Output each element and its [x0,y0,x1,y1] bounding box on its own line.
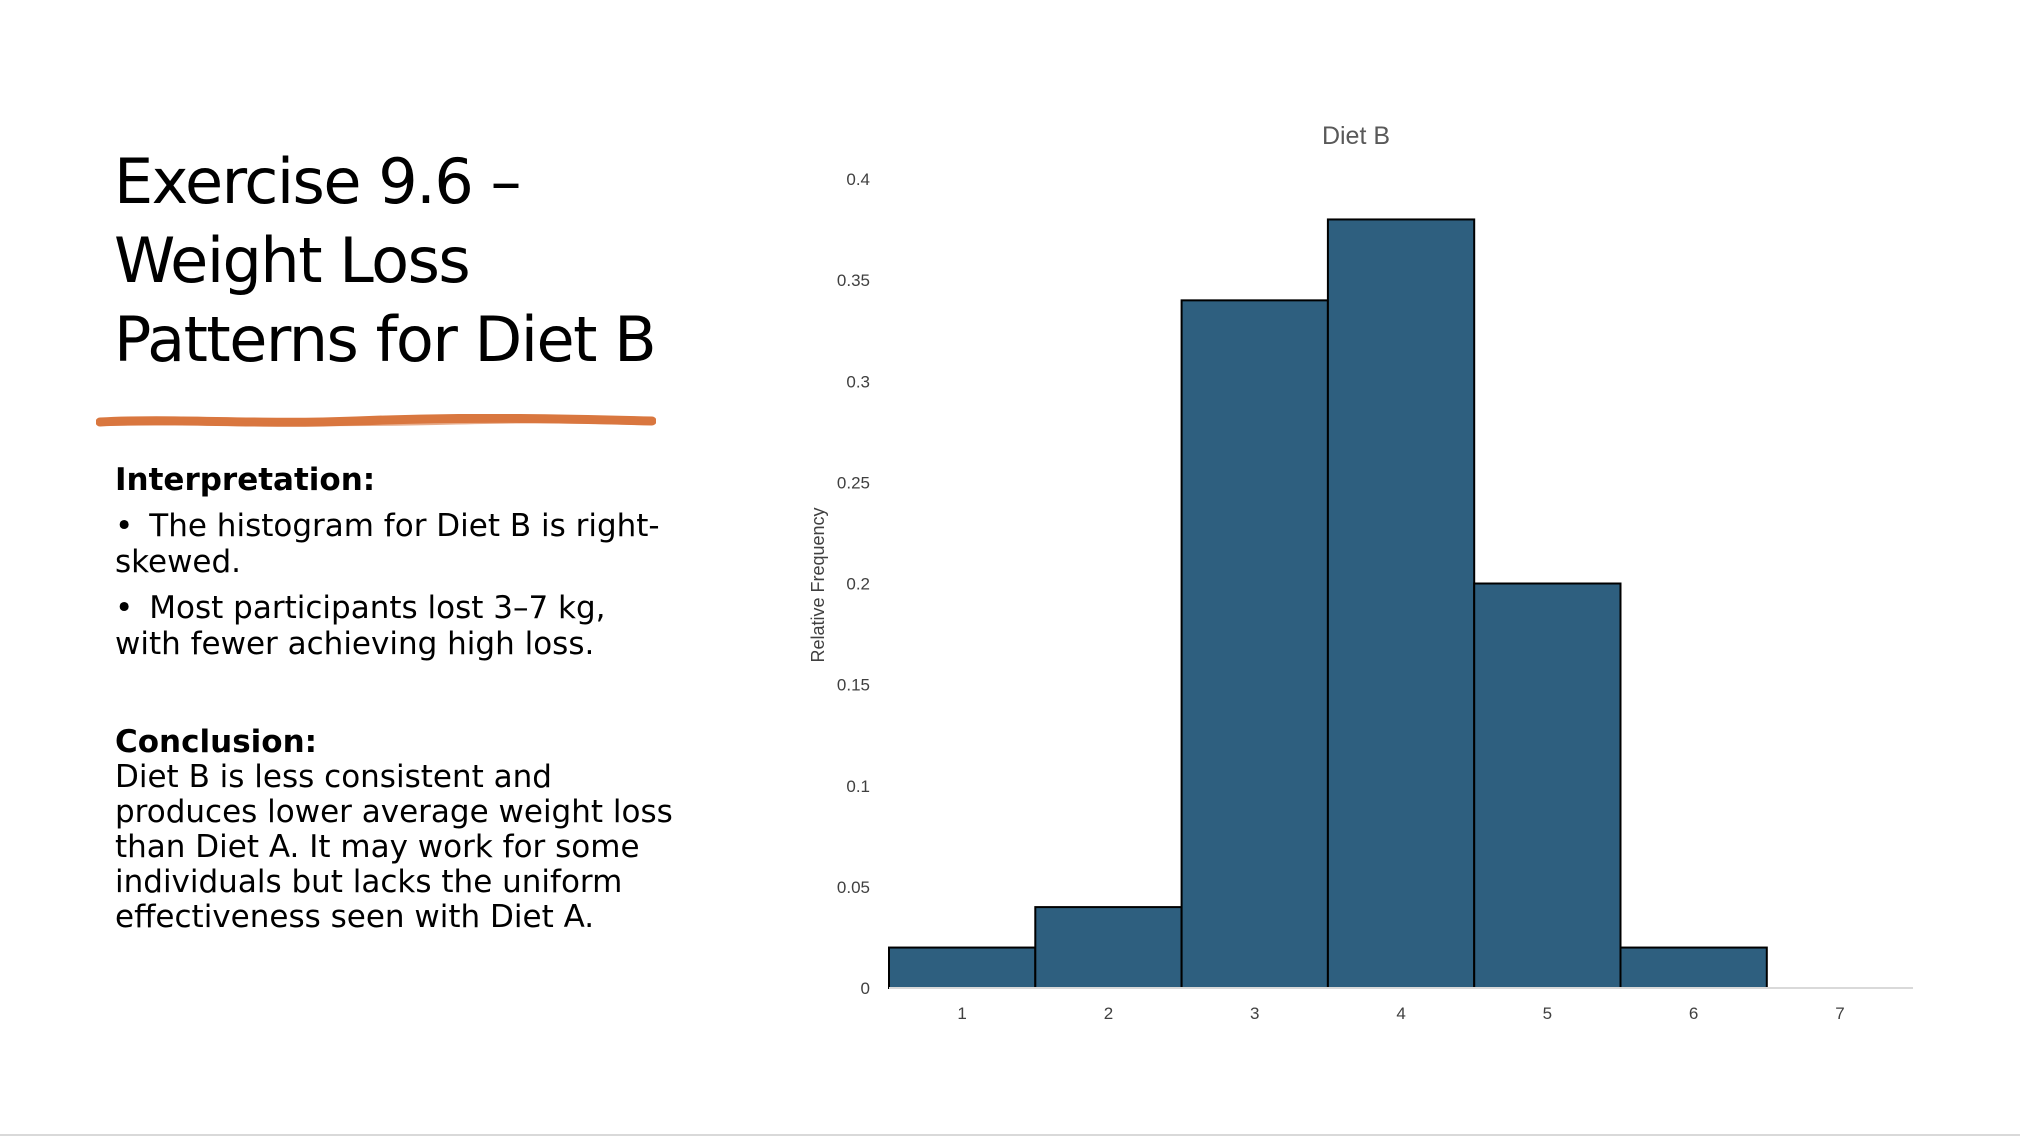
conclusion-text: Diet B is less consistent and produces l… [115,759,673,935]
conclusion-block: Conclusion: Diet B is less consistent an… [115,724,675,935]
slide-title: Exercise 9.6 – Weight Loss Patterns for … [114,142,674,379]
x-tick-label: 6 [1689,1004,1698,1023]
bullet-marker: • [115,508,134,544]
y-tick-label: 0.3 [846,372,870,391]
y-tick-label: 0.4 [846,170,870,189]
y-axis-label: Relative Frequency [808,507,828,662]
brush-underline [96,414,656,427]
chart-title: Diet B [1322,122,1390,150]
histogram-bar [1473,582,1622,989]
x-tick-label: 3 [1250,1004,1259,1023]
x-tick-label: 1 [957,1004,966,1023]
y-tick-label: 0.15 [837,676,870,695]
histogram-bar [1619,946,1768,989]
x-tick-label: 5 [1543,1004,1552,1023]
bottom-border [0,1134,2020,1136]
bullet-marker: • [115,590,134,626]
y-tick-label: 0.05 [837,878,870,897]
y-tick-label: 0 [861,979,870,998]
y-axis-ticks: 0 0.05 0.1 0.15 0.2 0.25 0.3 0.35 0.4 [837,170,870,998]
bullet-1-text: The histogram for Diet B is right-skewed… [115,508,660,580]
histogram-bar [1180,299,1329,990]
x-axis-ticks: 1 2 3 4 5 6 7 [957,1004,1844,1023]
y-tick-label: 0.35 [837,271,870,290]
x-tick-label: 7 [1835,1004,1844,1023]
bullet-2: • Most participants lost 3–7 kg, with few… [115,590,675,662]
histogram-bar [1034,906,1183,989]
conclusion-heading: Conclusion: [115,724,318,760]
y-tick-label: 0.25 [837,473,870,492]
interpretation-heading: Interpretation: [115,462,376,498]
y-tick-label: 0.2 [846,575,870,594]
y-tick-label: 0.1 [846,777,870,796]
title-line-3: Patterns for Diet B [114,303,657,376]
title-line-2: Weight Loss [114,224,471,297]
x-tick-label: 2 [1104,1004,1113,1023]
bullet-1: • The histogram for Diet B is right-skewe… [115,508,675,580]
histogram-bar [888,946,1037,989]
bars [888,218,1768,990]
title-line-1: Exercise 9.6 – [114,145,522,218]
x-tick-label: 4 [1396,1004,1405,1023]
histogram-bar [1326,218,1476,989]
slide-body: Interpretation: • The histogram for Diet … [115,462,675,935]
bullet-2-text: Most participants lost 3–7 kg, with fewe… [115,590,606,662]
